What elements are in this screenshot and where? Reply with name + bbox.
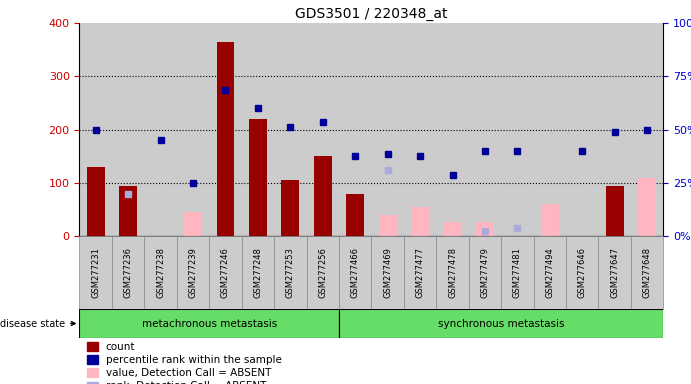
Bar: [209, 236, 242, 309]
Text: GSM277248: GSM277248: [254, 247, 263, 298]
Bar: [638, 177, 656, 236]
Text: metachronous metastasis: metachronous metastasis: [142, 318, 277, 329]
Bar: [339, 309, 663, 338]
Bar: [598, 23, 631, 236]
Bar: [541, 204, 559, 236]
Bar: [144, 23, 177, 236]
Text: synchronous metastasis: synchronous metastasis: [438, 318, 565, 329]
Bar: [307, 236, 339, 309]
Bar: [468, 236, 501, 309]
Bar: [476, 222, 494, 236]
Bar: [87, 167, 104, 236]
Bar: [242, 23, 274, 236]
Bar: [177, 23, 209, 236]
Bar: [436, 23, 468, 236]
Bar: [346, 194, 364, 236]
Bar: [79, 23, 112, 236]
Text: GSM277494: GSM277494: [545, 247, 554, 298]
Text: GSM277466: GSM277466: [351, 247, 360, 298]
Bar: [404, 236, 436, 309]
Bar: [307, 23, 339, 236]
Bar: [120, 225, 137, 236]
Bar: [436, 236, 468, 309]
Text: GSM277231: GSM277231: [91, 247, 100, 298]
Bar: [598, 236, 631, 309]
Bar: [177, 236, 209, 309]
Bar: [631, 23, 663, 236]
Bar: [314, 156, 332, 236]
Bar: [144, 236, 177, 309]
Title: GDS3501 / 220348_at: GDS3501 / 220348_at: [295, 7, 448, 21]
Bar: [501, 236, 533, 309]
Text: GSM277238: GSM277238: [156, 247, 165, 298]
Text: GSM277253: GSM277253: [286, 247, 295, 298]
Bar: [606, 185, 623, 236]
Text: GSM277246: GSM277246: [221, 247, 230, 298]
Bar: [606, 194, 623, 236]
Bar: [79, 309, 339, 338]
Text: GSM277481: GSM277481: [513, 247, 522, 298]
Bar: [468, 23, 501, 236]
Text: GSM277647: GSM277647: [610, 247, 619, 298]
Bar: [184, 212, 202, 236]
Bar: [379, 215, 397, 236]
Bar: [242, 236, 274, 309]
Bar: [339, 236, 371, 309]
Bar: [274, 236, 307, 309]
Bar: [112, 23, 144, 236]
Bar: [120, 185, 137, 236]
Bar: [444, 222, 462, 236]
Bar: [404, 23, 436, 236]
Bar: [281, 180, 299, 236]
Bar: [533, 23, 566, 236]
Text: GSM277478: GSM277478: [448, 247, 457, 298]
Bar: [566, 23, 598, 236]
Legend: count, percentile rank within the sample, value, Detection Call = ABSENT, rank, : count, percentile rank within the sample…: [83, 338, 286, 384]
Bar: [216, 42, 234, 236]
Text: GSM277477: GSM277477: [415, 247, 424, 298]
Bar: [339, 23, 371, 236]
Bar: [501, 23, 533, 236]
Bar: [631, 236, 663, 309]
Bar: [566, 236, 598, 309]
Text: GSM277646: GSM277646: [578, 247, 587, 298]
Bar: [533, 236, 566, 309]
Text: disease state: disease state: [0, 318, 75, 329]
Bar: [371, 23, 404, 236]
Bar: [249, 119, 267, 236]
Text: GSM277648: GSM277648: [643, 247, 652, 298]
Text: GSM277479: GSM277479: [480, 247, 489, 298]
Text: GSM277256: GSM277256: [319, 247, 328, 298]
Bar: [209, 23, 242, 236]
Text: GSM277239: GSM277239: [189, 247, 198, 298]
Bar: [411, 207, 429, 236]
Bar: [112, 236, 144, 309]
Bar: [371, 236, 404, 309]
Text: GSM277469: GSM277469: [383, 247, 392, 298]
Bar: [274, 23, 307, 236]
Bar: [79, 236, 112, 309]
Text: GSM277236: GSM277236: [124, 247, 133, 298]
